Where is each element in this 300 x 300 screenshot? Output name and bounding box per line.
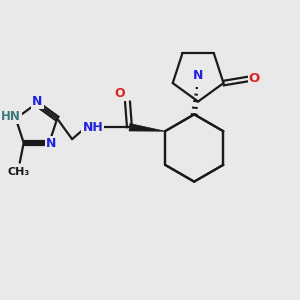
Text: O: O (114, 87, 125, 100)
Polygon shape (129, 124, 165, 131)
Text: HN: HN (1, 110, 21, 123)
Text: N: N (32, 95, 43, 108)
Text: N: N (193, 69, 203, 82)
Text: CH₃: CH₃ (8, 167, 30, 177)
Text: NH: NH (82, 121, 103, 134)
Text: N: N (46, 137, 56, 150)
Text: O: O (249, 72, 260, 85)
